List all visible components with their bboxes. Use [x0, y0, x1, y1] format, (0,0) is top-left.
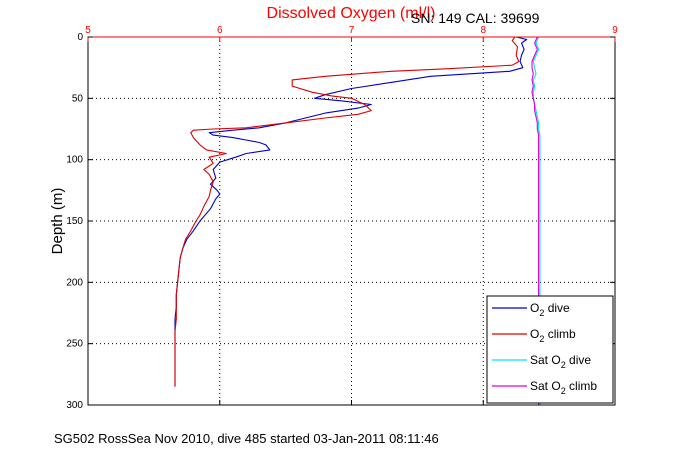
y-tick-label: 100	[66, 155, 83, 166]
y-tick-label: 200	[66, 277, 83, 288]
y-tick-label: 150	[66, 216, 83, 227]
series-line-o2-dive	[174, 36, 528, 387]
y-tick-label: 300	[66, 400, 83, 411]
x-tick-label: 8	[480, 25, 486, 36]
series-layer	[174, 36, 541, 405]
x-axis-ticks: 5 6 7 8 9	[85, 25, 618, 405]
series-line-o2-climb	[174, 36, 520, 387]
grid-lines	[88, 37, 615, 405]
legend-label: Sat O2 climb	[530, 379, 597, 396]
y-tick-label: 50	[72, 93, 84, 104]
serial-calibration-label: SN: 149 CAL: 39699	[411, 10, 540, 26]
y-axis-ticks: 0 50 100 150 200 250 300	[66, 32, 615, 411]
legend-label: O2 dive	[530, 301, 570, 318]
y-tick-label: 0	[77, 32, 83, 43]
x-tick-label: 9	[612, 25, 618, 36]
legend-box	[486, 295, 614, 404]
legend-label: Sat O2 dive	[530, 353, 591, 370]
x-tick-label: 5	[85, 25, 91, 36]
chart-title: Dissolved Oxygen (ml/l)	[267, 5, 436, 22]
x-tick-label: 7	[349, 25, 355, 36]
legend-label: O2 climb	[530, 327, 576, 344]
y-tick-label: 250	[66, 339, 83, 350]
y-axis-label: Depth (m)	[49, 188, 66, 255]
dive-caption: SG502 RossSea Nov 2010, dive 485 started…	[54, 431, 439, 446]
legend: O2 dive O2 climb Sat O2 dive Sat O2 climb	[486, 295, 614, 404]
x-tick-label: 6	[217, 25, 223, 36]
